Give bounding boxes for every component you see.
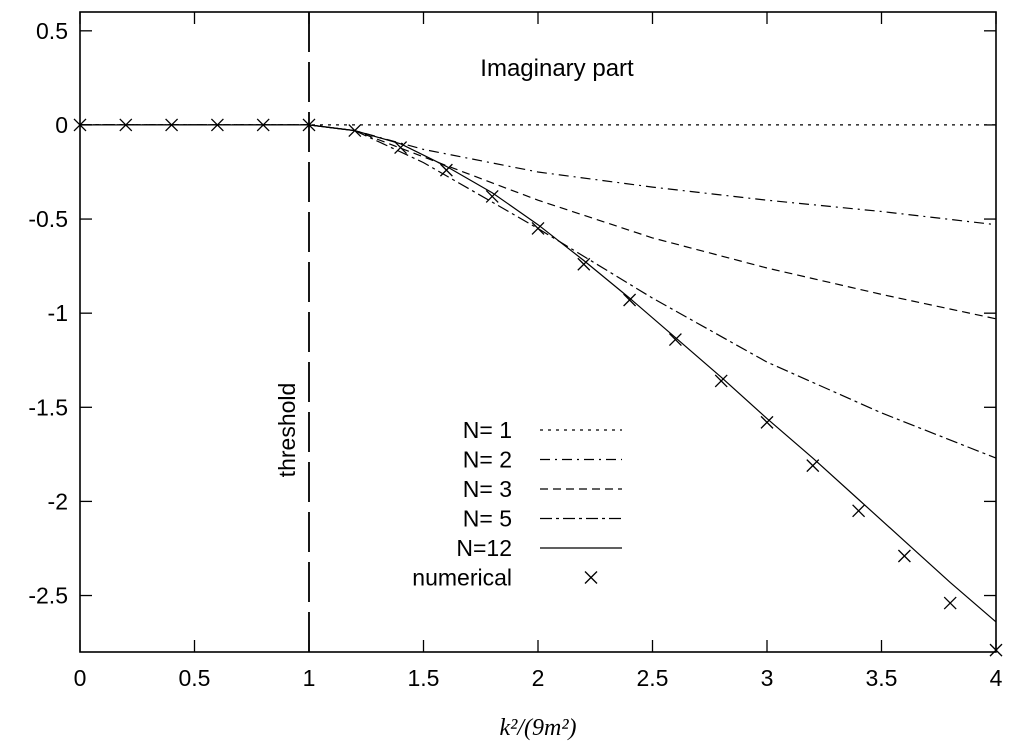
x-tick-label: 3 bbox=[761, 665, 774, 691]
marker-stroke bbox=[119, 118, 133, 132]
legend-label: N= 5 bbox=[463, 506, 512, 532]
numerical-marker bbox=[439, 163, 453, 177]
marker-stroke bbox=[989, 643, 1003, 657]
numerical-marker bbox=[760, 415, 774, 429]
x-tick-label: 2 bbox=[532, 665, 545, 691]
marker-stroke bbox=[73, 118, 87, 132]
y-tick-label: 0 bbox=[55, 112, 68, 138]
x-tick-label: 0.5 bbox=[179, 665, 211, 691]
y-tick-label: -0.5 bbox=[28, 206, 68, 232]
axes: 0 0.5 1 1.5 2 2.5 3 3.5 4 0.5 0 -0.5 -1 -1.5 -2 -2.5 bbox=[28, 11, 1003, 691]
threshold-label: threshold bbox=[274, 383, 300, 478]
y-tick-label: 0.5 bbox=[36, 18, 68, 44]
marker-stroke bbox=[623, 293, 637, 307]
series-line-n3 bbox=[80, 124, 997, 320]
legend-label: N= 2 bbox=[463, 447, 512, 473]
x-tick-label: 3.5 bbox=[866, 665, 898, 691]
x-tick-label: 1 bbox=[303, 665, 316, 691]
numerical-marker bbox=[989, 643, 1003, 657]
numerical-marker bbox=[165, 118, 179, 132]
legend-label: N= 1 bbox=[463, 417, 512, 443]
x-axis-label: k²/(9m²) bbox=[499, 715, 576, 741]
x-tick-label: 1.5 bbox=[408, 665, 440, 691]
numerical-marker bbox=[210, 118, 224, 132]
marker-stroke bbox=[852, 504, 866, 518]
numerical-marker bbox=[577, 257, 591, 271]
series-line-n5 bbox=[80, 124, 997, 459]
numerical-marker bbox=[897, 549, 911, 563]
marker-stroke bbox=[210, 118, 224, 132]
numerical-marker bbox=[73, 118, 87, 132]
marker-stroke bbox=[394, 141, 408, 154]
numerical-marker bbox=[119, 118, 133, 132]
x-tick-label: 4 bbox=[990, 665, 1003, 691]
marker-stroke bbox=[165, 118, 179, 132]
marker-stroke bbox=[302, 118, 316, 132]
y-tick-label: -1.5 bbox=[28, 394, 68, 420]
numerical-marker bbox=[852, 504, 866, 518]
marker-stroke bbox=[806, 459, 820, 473]
plot-frame bbox=[79, 11, 997, 653]
numerical-marker bbox=[485, 190, 499, 203]
series-line-n2 bbox=[80, 124, 997, 226]
numerical-marker bbox=[256, 118, 270, 132]
marker-stroke bbox=[668, 333, 682, 346]
numerical-marker bbox=[806, 459, 820, 473]
numerical-marker bbox=[394, 141, 408, 154]
numerical-marker bbox=[714, 374, 728, 388]
legend-label: N=12 bbox=[456, 535, 512, 561]
legend-label: numerical bbox=[412, 565, 512, 591]
marker-stroke bbox=[439, 163, 453, 177]
numerical-marker bbox=[531, 222, 545, 235]
chart-title: Imaginary part bbox=[480, 55, 634, 82]
marker-stroke bbox=[714, 374, 728, 388]
marker-stroke bbox=[256, 118, 270, 132]
threshold-marker: threshold bbox=[274, 12, 310, 652]
numerical-marker bbox=[348, 124, 362, 138]
x-tick-label: 0 bbox=[74, 665, 87, 691]
numerical-marker bbox=[943, 596, 957, 610]
marker-stroke bbox=[348, 124, 362, 138]
y-tick-label: -2 bbox=[48, 488, 68, 514]
marker-stroke bbox=[485, 190, 499, 203]
series-group bbox=[73, 118, 1003, 657]
x-tick-label: 2.5 bbox=[637, 665, 669, 691]
numerical-marker bbox=[623, 293, 637, 307]
y-tick-label: -1 bbox=[48, 300, 68, 326]
marker-stroke bbox=[577, 257, 591, 271]
marker-stroke bbox=[897, 549, 911, 563]
marker-stroke bbox=[531, 222, 545, 235]
y-tick-label: -2.5 bbox=[28, 583, 68, 609]
numerical-marker bbox=[302, 118, 316, 132]
legend: N= 1 N= 2 N= 3 N= 5 N=12 numerical bbox=[412, 417, 622, 591]
series-line-n12 bbox=[80, 124, 997, 623]
legend-marker bbox=[584, 571, 598, 584]
numerical-marker bbox=[668, 333, 682, 346]
marker-stroke bbox=[760, 415, 774, 429]
legend-label: N= 3 bbox=[463, 476, 512, 502]
marker-stroke bbox=[943, 596, 957, 610]
